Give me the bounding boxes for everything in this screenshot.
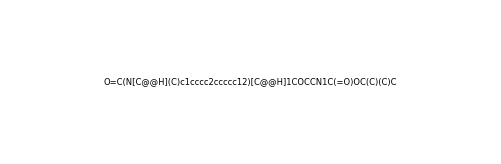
Text: O=C(N[C@@H](C)c1cccc2ccccc12)[C@@H]1COCCN1C(=O)OC(C)(C)C: O=C(N[C@@H](C)c1cccc2ccccc12)[C@@H]1COCC… bbox=[104, 78, 397, 86]
